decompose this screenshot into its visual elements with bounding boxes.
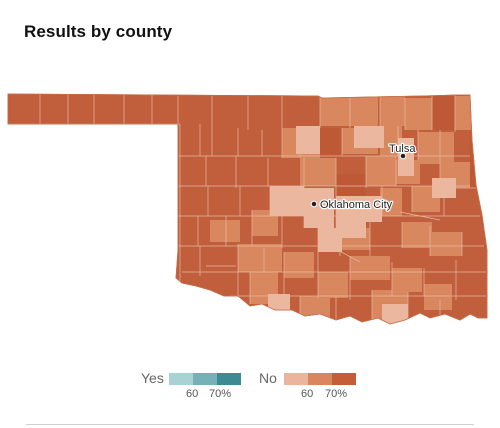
city-label-oklahoma-city: Oklahoma City bbox=[320, 199, 393, 211]
city-dot-tulsa bbox=[399, 152, 407, 160]
legend-no-tick-70: 70% bbox=[325, 388, 348, 400]
legend-yes-tick-60: 60 bbox=[186, 388, 199, 400]
city-label-tulsa: Tulsa bbox=[389, 143, 416, 155]
bottom-divider bbox=[26, 424, 474, 425]
legend-no-swatch-2 bbox=[308, 373, 332, 385]
legend-no-tick-60: 60 bbox=[301, 388, 314, 400]
counties-dark bbox=[320, 96, 476, 196]
legend-yes-tick-70: 70% bbox=[209, 388, 232, 400]
legend-yes-swatch-2 bbox=[193, 373, 217, 385]
legend-yes-swatch-3 bbox=[217, 373, 241, 385]
legend-no-label: No bbox=[259, 370, 277, 386]
legend-yes-label: Yes bbox=[141, 370, 164, 386]
map-title: Results by county bbox=[24, 22, 173, 41]
legend-yes-swatch-1 bbox=[169, 373, 193, 385]
legend-no-swatch-3 bbox=[332, 373, 356, 385]
county-borders bbox=[8, 94, 486, 322]
city-tulsa: Tulsa bbox=[388, 142, 418, 160]
state-outline bbox=[7, 93, 488, 325]
legend-no-swatch-1 bbox=[284, 373, 308, 385]
city-oklahoma-city: Oklahoma City bbox=[310, 198, 394, 212]
city-dot-oklahoma-city bbox=[310, 200, 318, 208]
